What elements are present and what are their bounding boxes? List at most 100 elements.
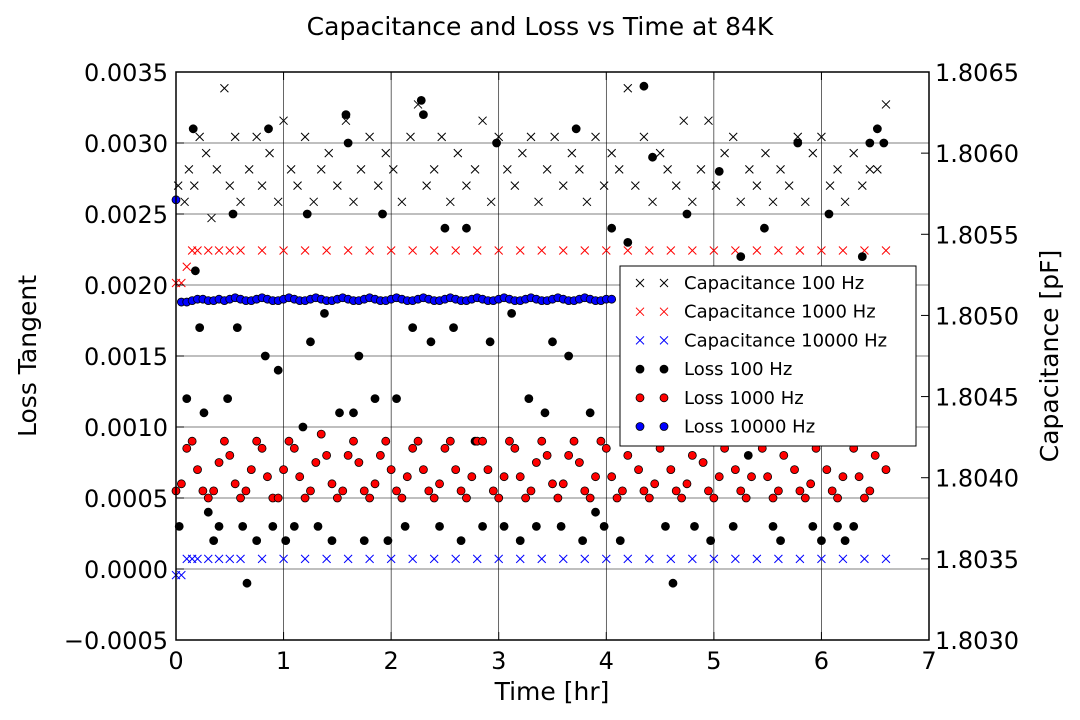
data-point [209,536,219,545]
legend-entries: Capacitance 100 Hz Capacitance 1000 Hz Cap… [635,273,887,438]
data-point [264,124,273,134]
data-point [601,443,611,453]
data-point [488,486,498,496]
data-point [881,246,891,255]
data-point [365,246,374,255]
data-point [542,450,552,460]
data-point [341,110,351,119]
data-point [793,138,803,148]
data-point [507,308,517,318]
data-point [437,132,447,142]
data-point [273,493,283,503]
data-point [232,323,242,333]
data-point [478,522,487,531]
data-point [558,181,568,190]
y-left-tick-label: −0.0005 [64,627,168,655]
data-point [881,465,891,475]
data-point [445,436,455,446]
data-point [728,132,738,142]
data-point [381,148,391,158]
data-point [857,181,867,190]
y-right-tick-label: 1.8035 [935,546,1019,574]
legend-marker [659,393,669,403]
data-point [607,223,617,233]
data-point [618,486,627,496]
data-point [879,138,889,148]
data-point [730,465,740,475]
data-point [320,308,329,318]
data-point [295,472,305,482]
data-point [849,522,859,531]
y-right-tick-label: 1.8060 [935,140,1019,168]
y-left-tick-label: 0.0015 [84,343,168,371]
data-point [408,323,418,333]
data-point [225,246,235,255]
data-point [462,493,471,503]
data-point [591,507,600,517]
data-point [284,436,294,446]
data-point [252,132,262,142]
data-point [760,223,769,233]
data-point [225,554,235,564]
data-point [203,507,213,517]
data-point [795,486,805,496]
y-right-tick-label: 1.8050 [935,302,1019,330]
x-tick-label: 4 [599,647,614,675]
data-point [575,165,584,174]
data-point [623,450,633,460]
y-right-tick-label: 1.8045 [935,384,1019,412]
data-point [467,472,477,482]
data-point [580,554,590,564]
data-point [524,394,534,404]
legend-label: Capacitance 1000 Hz [684,302,876,323]
data-point [354,351,364,361]
data-point [580,246,590,255]
data-point [494,246,504,255]
legend-marker [659,307,669,317]
data-point [265,148,274,158]
data-point [300,493,310,503]
data-point [774,554,783,564]
data-point [614,165,624,174]
legend-marker [659,278,669,288]
legend-marker [659,364,669,374]
data-point [752,181,762,190]
data-point [370,479,380,489]
data-point [236,493,245,503]
x-axis-title: Time [hr] [494,677,610,706]
x-tick-label: 1 [276,647,291,675]
data-point [429,554,439,564]
data-point [306,337,315,347]
data-point [655,148,665,158]
data-point [486,197,496,207]
y-left-tick-label: 0.0010 [84,414,168,442]
data-point [236,554,245,564]
data-point [833,165,842,174]
data-point [696,165,706,174]
data-point [408,246,418,255]
data-point [180,197,189,207]
data-point [281,536,291,545]
data-point [311,458,321,467]
data-point [373,181,383,190]
data-point [322,246,331,255]
data-point [644,554,654,564]
data-point [534,197,543,207]
data-point [381,436,391,446]
data-point [257,181,267,190]
data-point [289,443,299,453]
data-point [736,486,746,496]
data-point [623,554,633,564]
data-point [569,436,579,446]
data-point [453,148,463,158]
data-point [408,443,418,453]
data-point [327,536,337,545]
data-point [220,83,229,93]
data-point [214,458,224,467]
data-point [260,351,270,361]
data-point [365,132,374,142]
data-point [406,132,415,142]
data-point [607,472,617,482]
data-point [795,246,805,255]
data-point [865,165,875,174]
